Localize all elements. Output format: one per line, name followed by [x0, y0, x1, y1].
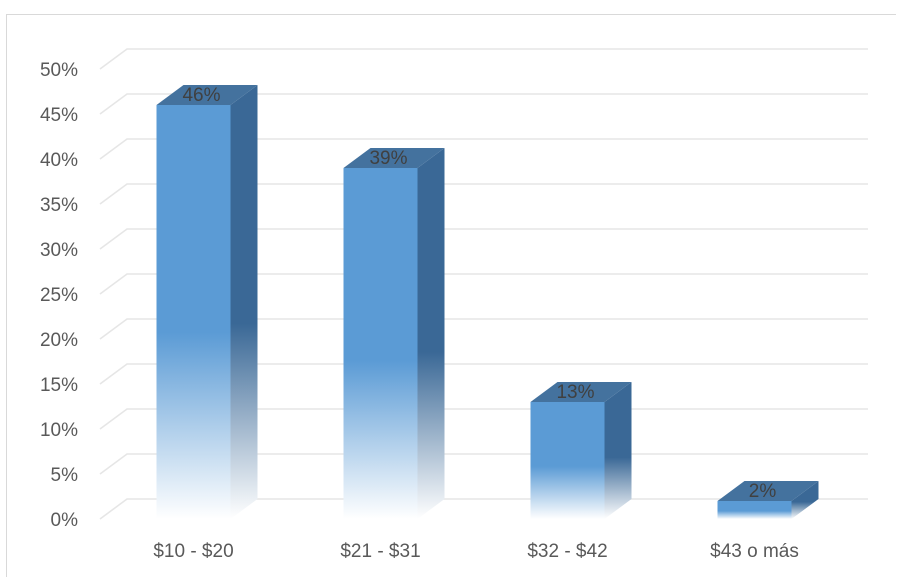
bar [156, 85, 258, 519]
data-label: 13% [556, 382, 594, 403]
bar-top [156, 85, 258, 105]
category-label: $21 - $31 [340, 541, 420, 562]
category-label: $43 o más [710, 541, 799, 562]
y-tick-label: 35% [40, 195, 78, 216]
bar [717, 481, 819, 519]
gridlines [99, 48, 868, 520]
data-label: 2% [749, 481, 777, 502]
y-tick-label: 40% [40, 150, 78, 171]
gridline [99, 183, 868, 205]
data-label: 46% [182, 85, 220, 106]
bar-front [717, 501, 792, 519]
gridline [99, 48, 868, 70]
chart-frame [6, 14, 896, 577]
gridline [99, 228, 868, 250]
bar-top [343, 148, 445, 168]
y-tick-label: 20% [40, 330, 78, 351]
gridline [99, 273, 868, 295]
bars [156, 85, 819, 519]
bar-side [417, 148, 445, 519]
y-tick-label: 5% [51, 465, 79, 486]
category-label: $10 - $20 [153, 541, 233, 562]
bar-side [604, 382, 632, 519]
data-label: 39% [369, 148, 407, 169]
y-tick-label: 50% [40, 60, 78, 81]
bar-side [230, 85, 258, 519]
gridline [99, 138, 868, 160]
bar-front [343, 168, 418, 519]
y-tick-label: 10% [40, 420, 78, 441]
category-label: $32 - $42 [527, 541, 607, 562]
bar [343, 148, 445, 519]
x-axis-categories: $10 - $20 $21 - $31 $32 - $42 $43 o más [153, 541, 799, 562]
bar-front [156, 105, 231, 519]
data-labels: 46% 39% 13% 2% [182, 85, 776, 502]
y-tick-label: 25% [40, 285, 78, 306]
y-tick-label: 0% [51, 510, 79, 531]
bar-top [717, 481, 819, 501]
gridline [99, 363, 868, 385]
y-tick-label: 45% [40, 105, 78, 126]
gridline [99, 93, 868, 115]
gridline [99, 318, 868, 340]
bar [530, 382, 632, 519]
y-tick-label: 30% [40, 240, 78, 261]
y-tick-label: 15% [40, 375, 78, 396]
bar-side [791, 481, 819, 519]
y-axis-ticks: 0% 5% 10% 15% 20% 25% 30% 35% 40% 45% 50% [40, 60, 78, 531]
bar-front [530, 402, 605, 519]
bar-top [530, 382, 632, 402]
